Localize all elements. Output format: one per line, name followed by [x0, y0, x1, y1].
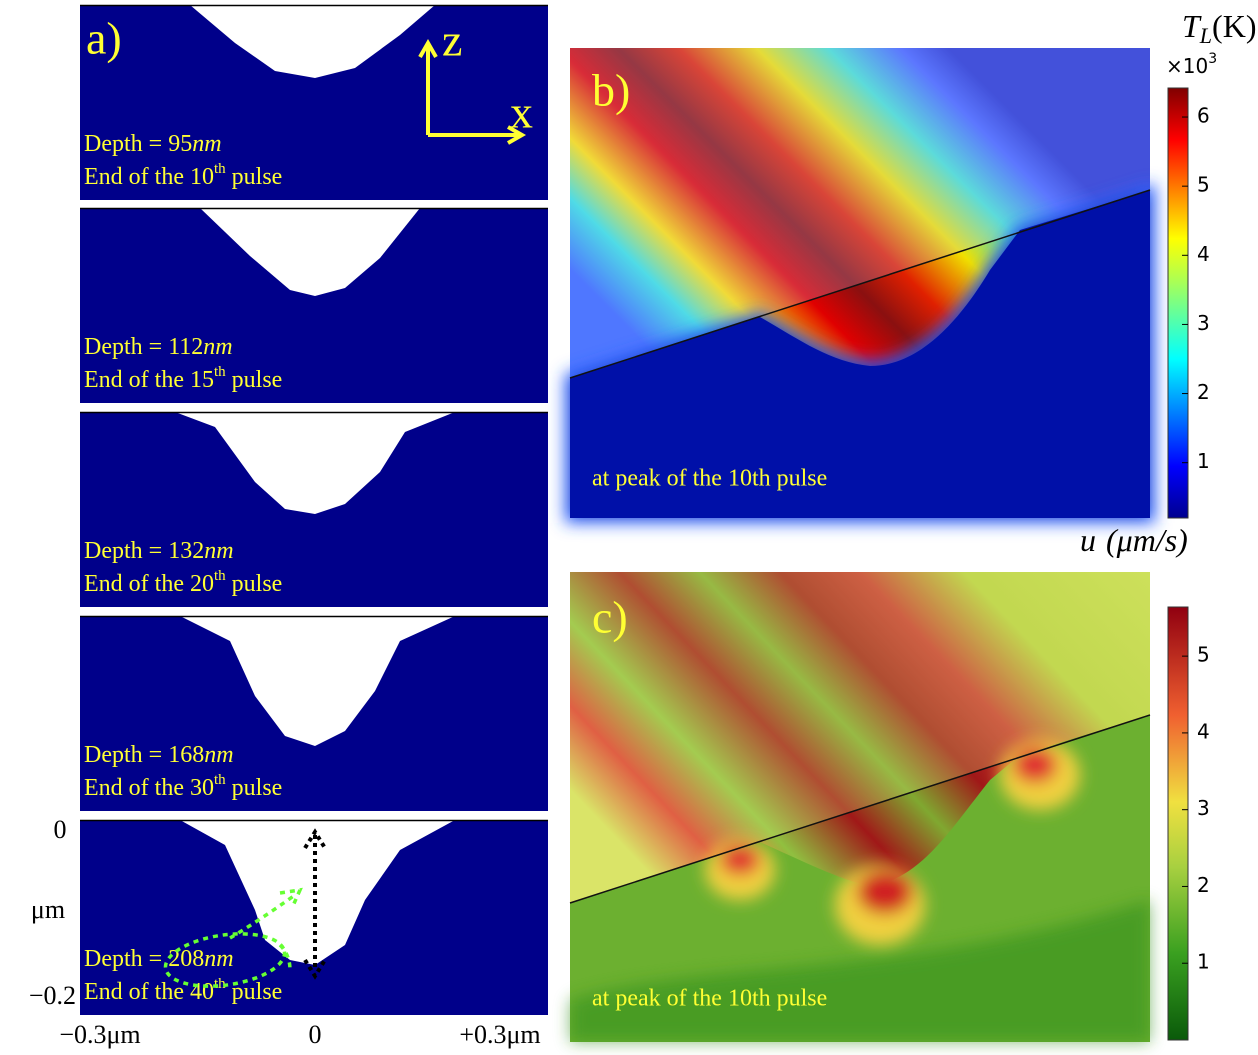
- colorbar-tick-label: 4: [1197, 719, 1210, 743]
- colorbar-tick-label: 5: [1197, 643, 1210, 667]
- pulse-label: End of the 20th pulse: [84, 568, 282, 596]
- crater: [190, 5, 435, 78]
- caption: at peak of the 10th pulse: [592, 986, 827, 1012]
- unit: (K): [1212, 8, 1256, 44]
- depth-label: Depth = 95nm: [84, 131, 222, 157]
- depth: Depth = 95: [84, 131, 192, 157]
- pulse-word: pulse: [232, 164, 283, 190]
- depth: Depth = 168: [84, 742, 204, 768]
- panel-b: b) at peak of the 10th pulse TL(K) ×103: [565, 8, 1256, 523]
- colorbar: [1167, 606, 1189, 1041]
- unit: nm: [204, 538, 233, 564]
- panel-label: c): [592, 592, 628, 643]
- symbol: u: [1080, 522, 1096, 558]
- pulse-label: End of the 40th pulse: [84, 976, 282, 1004]
- ordinal: th: [214, 161, 226, 177]
- surface-line: [569, 189, 1151, 379]
- colorbar: [1167, 87, 1189, 519]
- frame: Depth = 132nm End of the 20th pulse: [80, 411, 548, 607]
- colorbar-tick-label: 2: [1197, 873, 1210, 897]
- air-region: [570, 48, 1150, 378]
- depth-label: Depth = 132nm: [84, 538, 234, 564]
- depth-label: Depth = 168nm: [84, 742, 234, 768]
- depth: Depth = 208: [84, 946, 204, 972]
- pulse: End of the 40: [84, 979, 214, 1005]
- ordinal: th: [214, 976, 226, 992]
- unit: nm: [203, 334, 232, 360]
- panel-label: a): [86, 13, 122, 64]
- pulse: End of the 30: [84, 775, 214, 801]
- pulse-word: pulse: [232, 367, 283, 393]
- unit: nm: [204, 946, 233, 972]
- depth-label: Depth = 208nm: [84, 946, 234, 972]
- colorbar-tick-label: 6: [1197, 104, 1210, 128]
- depth: Depth = 112: [84, 334, 203, 360]
- frame: Depth = 168nm End of the 30th pulse: [80, 615, 548, 811]
- colorbar-tick-label: 5: [1197, 173, 1210, 197]
- crater: [180, 616, 455, 746]
- frame: Depth = 208nm End of the 40th pulse: [80, 819, 548, 1015]
- depth-arrow: [303, 828, 327, 980]
- pulse-word: pulse: [232, 979, 283, 1005]
- colorbar-tick-label: 4: [1197, 242, 1210, 266]
- frame: Depth = 95nm End of the 10th pulse a) zx: [80, 4, 548, 200]
- pulse: End of the 20: [84, 571, 214, 597]
- caption: at peak of the 10th pulse: [592, 466, 827, 492]
- crater: [200, 208, 420, 296]
- depth-label: Depth = 112nm: [84, 334, 233, 360]
- ordinal: th: [214, 772, 226, 788]
- x-right: +0.3μm: [459, 1020, 540, 1049]
- depth: Depth = 132: [84, 538, 204, 564]
- pulse-word: pulse: [232, 775, 283, 801]
- pulse-label: End of the 30th pulse: [84, 772, 282, 800]
- axes-arrows: [418, 38, 527, 145]
- multiplier: ×103: [1166, 51, 1217, 78]
- colorbar-title: TL(K): [1182, 8, 1256, 48]
- colorbar-tick-label: 1: [1197, 449, 1210, 473]
- exponent: 3: [1208, 51, 1217, 67]
- colorbar-tick-label: 2: [1197, 380, 1210, 404]
- air-region: [570, 572, 1150, 903]
- ordinal: th: [214, 568, 226, 584]
- panel-c: c) at peak of the 10th pulse u (μm/s): [569, 522, 1189, 1042]
- panel-label: b): [592, 65, 630, 116]
- substrate: [570, 190, 1150, 518]
- axis-x: x: [510, 87, 533, 138]
- pulse: End of the 10: [84, 164, 214, 190]
- x-mid: 0: [309, 1020, 322, 1049]
- multiplier-base: ×10: [1166, 54, 1208, 78]
- colorbar-tick-label: 1: [1197, 950, 1210, 974]
- hotspots: [705, 740, 1080, 945]
- symbol: T: [1182, 8, 1202, 44]
- surface-line: [569, 714, 1151, 904]
- colorbar-tick-label: 3: [1197, 796, 1210, 820]
- crater: [175, 412, 455, 514]
- ordinal: th: [214, 364, 226, 380]
- z-bottom: −0.2: [29, 981, 76, 1010]
- z-unit: μm: [31, 895, 65, 924]
- unit: nm: [192, 131, 221, 157]
- x-left: −0.3μm: [59, 1020, 140, 1049]
- pulse-label: End of the 10th pulse: [84, 161, 282, 189]
- pulse-label: End of the 15th pulse: [84, 364, 282, 392]
- unit: (μm/s): [1106, 522, 1188, 558]
- pulse: End of the 15: [84, 367, 214, 393]
- z-top: 0: [54, 815, 67, 844]
- substrate-shade: [570, 900, 1150, 1042]
- frame: Depth = 112nm End of the 15th pulse: [80, 207, 548, 403]
- highlight-arrow: [229, 887, 303, 971]
- crater: [180, 820, 455, 965]
- axis-z: z: [442, 15, 462, 66]
- unit: nm: [204, 742, 233, 768]
- colorbar-tick-label: 3: [1197, 311, 1210, 335]
- colorbar-title: u (μm/s): [1080, 522, 1188, 558]
- pulse-word: pulse: [232, 571, 283, 597]
- subscript: L: [1199, 23, 1212, 48]
